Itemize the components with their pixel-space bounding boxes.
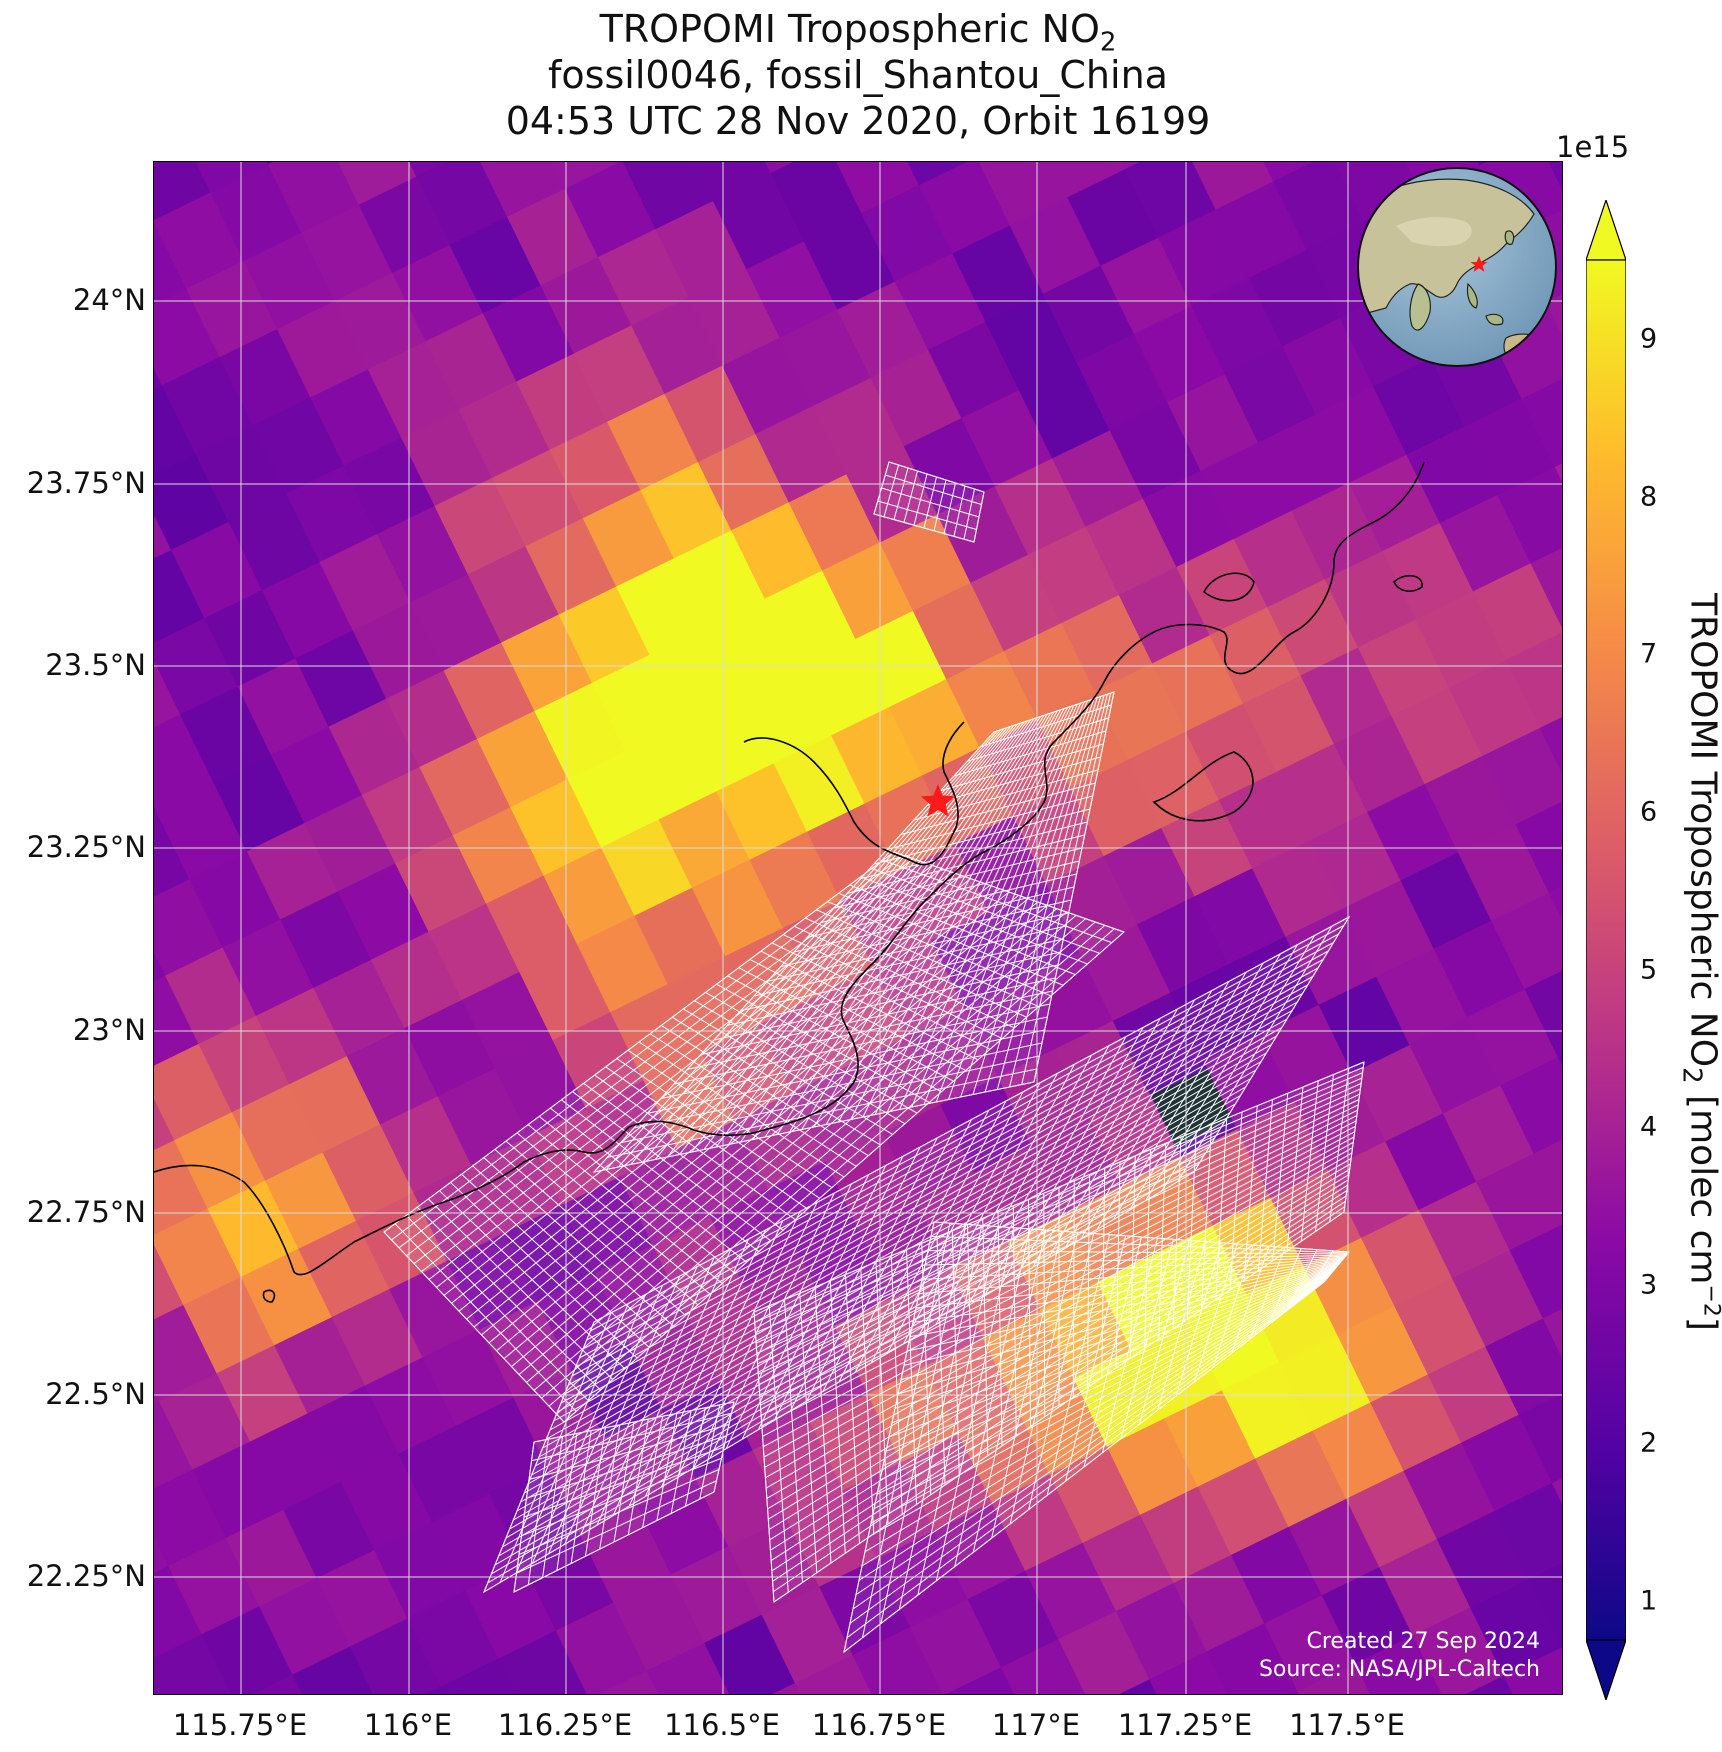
lat-tick-label: 23.5°N	[45, 648, 146, 682]
colorbar-tick-label: 9	[1640, 323, 1658, 355]
target-footprint-grid	[383, 461, 1365, 1654]
colorbar	[1586, 200, 1626, 1700]
lon-tick-label: 117.5°E	[1289, 1708, 1405, 1742]
colorbar-tick-label: 6	[1640, 796, 1658, 828]
title-line-2: fossil0046, fossil_Shantou_China	[548, 53, 1168, 97]
lat-tick-label: 22.5°N	[45, 1377, 146, 1411]
lat-tick-label: 22.75°N	[26, 1195, 146, 1229]
lon-tick-label: 117°E	[991, 1708, 1081, 1742]
colorbar-tick-label: 4	[1640, 1111, 1658, 1143]
colorbar-tick-label: 7	[1640, 638, 1658, 670]
lon-tick-label: 116.75°E	[811, 1708, 947, 1742]
lat-tick-label: 23°N	[72, 1013, 146, 1047]
lon-tick-label: 115.75°E	[172, 1708, 308, 1742]
credit-text: Created 27 Sep 2024 Source: NASA/JPL-Cal…	[1259, 1628, 1540, 1684]
target-star-icon	[920, 784, 956, 817]
title-line-1: TROPOMI Tropospheric NO2	[599, 7, 1117, 58]
lon-tick-label: 116.5°E	[664, 1708, 780, 1742]
colorbar-tick-label: 8	[1640, 481, 1658, 513]
map-canvas	[154, 162, 1562, 1694]
data-source: Source: NASA/JPL-Caltech	[1258, 1657, 1540, 1682]
colorbar-label: TROPOMI Tropospheric NO2 [molec cm−2]	[1676, 593, 1722, 1331]
no2-pixels	[154, 162, 1562, 1694]
colorbar-tick-label: 3	[1640, 1269, 1658, 1301]
globe-target-star-icon	[1470, 256, 1488, 272]
lat-tick-label: 24°N	[72, 283, 146, 317]
coastline	[154, 461, 1425, 1303]
colorbar-exponent: 1e15	[1556, 130, 1630, 164]
globe-locator-icon	[1357, 167, 1557, 367]
lon-tick-label: 116.25°E	[497, 1708, 633, 1742]
colorbar-tick-label: 1	[1640, 1585, 1658, 1617]
colorbar-tick-label: 2	[1640, 1427, 1658, 1459]
no2-map: Created 27 Sep 2024 Source: NASA/JPL-Cal…	[153, 161, 1563, 1695]
lat-tick-label: 23.75°N	[26, 466, 146, 500]
created-date: Created 27 Sep 2024	[1306, 1629, 1541, 1654]
title-line-3: 04:53 UTC 28 Nov 2020, Orbit 16199	[505, 99, 1211, 143]
colorbar-tick-label: 5	[1640, 954, 1658, 986]
lat-tick-label: 22.25°N	[26, 1559, 146, 1593]
lat-tick-label: 23.25°N	[26, 830, 146, 864]
lon-tick-label: 116°E	[363, 1708, 453, 1742]
graticule	[154, 162, 1562, 1694]
lon-tick-label: 117.25°E	[1117, 1708, 1253, 1742]
